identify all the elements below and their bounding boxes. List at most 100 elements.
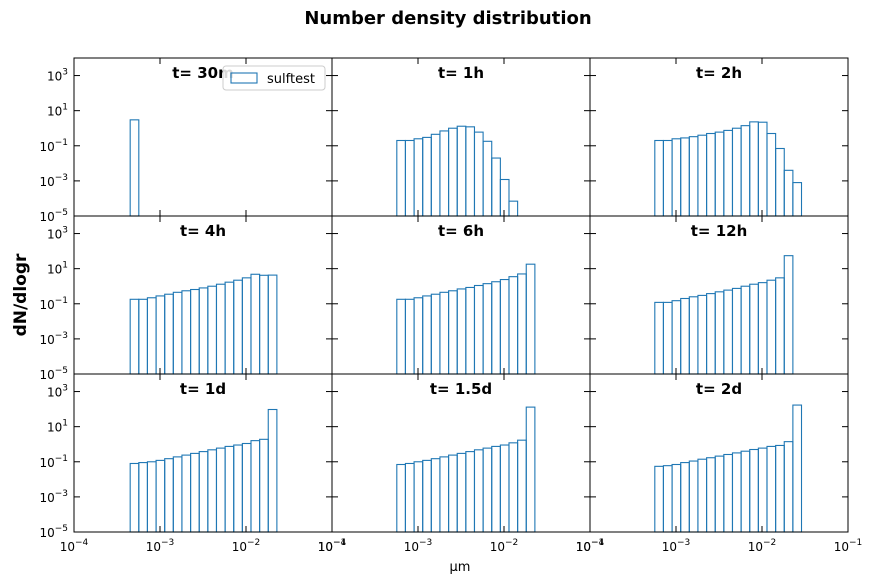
- subplot-panel: t= 2d 10−4 10−3 10−2 10−1: [576, 373, 862, 554]
- y-axis-label: dN/dlogr: [11, 253, 31, 336]
- histogram-bar: [508, 200, 519, 217]
- y-tick-label: 10−3: [39, 489, 68, 505]
- subplot-panel: t= 1h: [331, 57, 591, 217]
- histogram-bar: [207, 449, 218, 533]
- histogram-bar: [404, 462, 415, 533]
- histogram-bar: [259, 438, 269, 533]
- histogram-bar: [775, 444, 785, 533]
- histogram-bar: [688, 460, 699, 533]
- histogram-bar: [783, 255, 794, 375]
- histogram-bar: [448, 290, 458, 375]
- x-tick-label: 10−4: [60, 538, 89, 554]
- legend-box: [222, 65, 326, 91]
- histogram-bar: [508, 276, 519, 375]
- histogram-bar: [662, 139, 673, 217]
- histogram-bar: [723, 453, 734, 533]
- histogram-bar: [499, 178, 510, 217]
- histogram-bar: [138, 462, 148, 533]
- histogram-bar: [396, 139, 406, 217]
- histogram-bar: [662, 465, 673, 533]
- histogram-bar: [482, 447, 493, 533]
- histogram-bar: [396, 298, 406, 375]
- subplot-grid: t= 30m 10−5 10−3 10−1 101 103 t= 1h t= 2h t= 4h 1…: [39, 57, 862, 554]
- panel-title: t= 1h: [438, 64, 484, 82]
- histogram-bar: [439, 456, 450, 533]
- panel-title: t= 2d: [696, 380, 742, 398]
- histogram-bar: [731, 127, 742, 217]
- histogram-bar: [430, 458, 441, 533]
- legend: sulftest: [222, 65, 326, 91]
- histogram-bar: [517, 439, 527, 533]
- histogram-bar: [250, 440, 261, 533]
- x-axis-label: μm: [450, 560, 471, 575]
- histogram-bar: [465, 286, 476, 375]
- x-tick-label: 10−4: [318, 538, 347, 554]
- y-tick-label: 10−1: [39, 296, 68, 312]
- histogram-bar: [517, 273, 527, 375]
- histogram-bar: [499, 444, 510, 533]
- histogram-bar: [439, 130, 450, 217]
- histogram-bar: [430, 133, 441, 217]
- y-tick-label: 101: [47, 261, 68, 277]
- histogram-bar: [766, 279, 777, 375]
- x-tick-label: 10−2: [490, 538, 519, 554]
- histogram-bar: [129, 462, 140, 533]
- histogram-bar: [680, 137, 690, 217]
- histogram-bar: [662, 301, 673, 375]
- panel-title: t= 4h: [180, 222, 226, 240]
- y-tick-label: 101: [47, 419, 68, 435]
- histogram-bar: [757, 447, 768, 533]
- y-tick-label: 103: [47, 226, 68, 242]
- histogram-bar: [491, 445, 501, 533]
- histogram-bar: [190, 452, 200, 533]
- histogram-bar: [766, 445, 777, 533]
- histogram-bar: [680, 462, 690, 533]
- x-tick-label: 10−1: [318, 538, 347, 554]
- histogram-bar: [671, 463, 682, 533]
- histogram-bar: [766, 132, 777, 217]
- histogram-bar: [241, 277, 252, 375]
- histogram-bar: [215, 447, 226, 533]
- histogram-bar: [155, 295, 166, 375]
- histogram-bar: [525, 263, 536, 375]
- histogram-bar: [697, 294, 708, 375]
- histogram-bar: [706, 132, 716, 217]
- histogram-bar: [146, 297, 157, 375]
- histogram-bar: [482, 140, 493, 217]
- histogram-bar: [749, 448, 759, 533]
- histogram-bar: [404, 139, 415, 217]
- subplot-panel: t= 1.5d 10−4 10−3 10−2 10−1: [318, 373, 604, 554]
- histogram-bar: [164, 458, 174, 533]
- histogram-bar: [233, 279, 243, 375]
- x-tick-label: 10−3: [662, 538, 691, 554]
- histogram-bar: [749, 121, 759, 217]
- histogram-bar: [706, 293, 716, 375]
- histogram-bar: [775, 277, 785, 375]
- histogram-bar: [499, 278, 510, 375]
- histogram-bar: [241, 442, 252, 533]
- histogram-bar: [714, 131, 725, 217]
- histogram-bar: [267, 274, 278, 375]
- y-tick-label: 10−5: [39, 366, 68, 382]
- histogram-bar: [688, 136, 699, 217]
- histogram-bar: [697, 134, 708, 217]
- histogram-bar: [422, 459, 432, 533]
- histogram-bar: [783, 441, 794, 533]
- histogram-bar: [740, 285, 751, 375]
- panel-title: t= 2h: [696, 64, 742, 82]
- histogram-bar: [671, 138, 682, 217]
- histogram-bar: [654, 465, 664, 533]
- histogram-bar: [190, 288, 200, 375]
- histogram-bar: [422, 136, 432, 217]
- histogram-bar: [680, 297, 690, 375]
- histogram-bar: [456, 288, 467, 375]
- histogram-bar: [792, 182, 803, 217]
- histogram-bar: [723, 289, 734, 375]
- histogram-bar: [413, 461, 424, 533]
- histogram-bar: [749, 283, 759, 375]
- y-tick-label: 10−1: [39, 454, 68, 470]
- histogram-bar: [198, 287, 209, 375]
- histogram-bar: [508, 442, 519, 533]
- histogram-bar: [224, 445, 235, 533]
